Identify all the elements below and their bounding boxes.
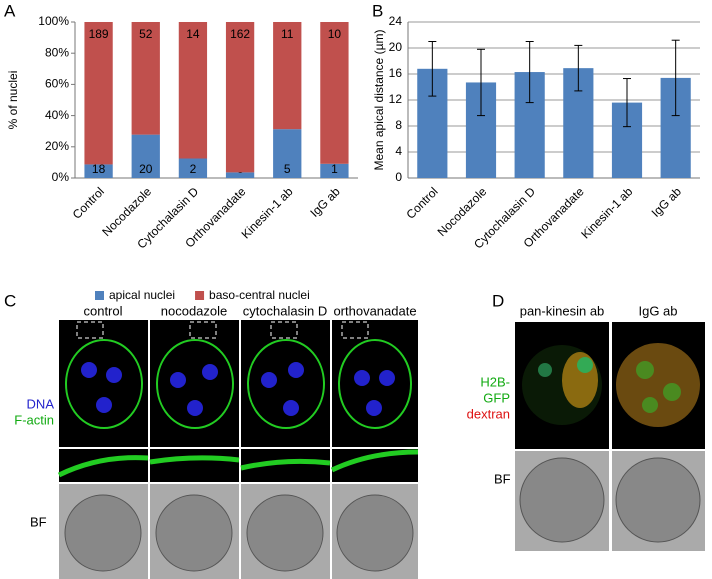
count-label: 162 [230,27,250,41]
y-axis-label: Mean apical distance (µm) [372,30,386,171]
y-tick-label: 0% [52,170,70,184]
bar [273,129,302,178]
x-tick-label: Kinesin-1 ab [578,184,635,241]
column-label: pan-kinesin ab [520,303,605,318]
legend-label: apical nuclei [109,288,175,302]
y-tick-label: 24 [389,14,403,28]
bar [273,22,302,130]
bar [225,172,255,178]
count-label: 11 [281,27,294,41]
row-label: DNA [27,396,55,411]
legend-swatch [195,291,205,300]
row-label: GFP [483,390,510,405]
row-label: dextran [467,406,510,421]
count-label: 189 [89,27,109,41]
count-label: 1 [331,162,338,176]
y-tick-label: 20% [45,139,69,153]
y-tick-label: 100% [38,14,69,28]
y-tick-label: 12 [389,92,403,106]
y-tick-label: 60% [45,77,69,91]
bar [178,22,208,159]
panel-letter: D [492,291,504,310]
panel-letter: A [4,1,16,20]
y-tick-label: 40% [45,108,69,122]
bar [320,22,349,164]
x-tick-label: Control [403,184,440,221]
y-tick-label: 80% [45,45,69,59]
x-tick-label: Control [70,184,107,221]
micrograph-grid [515,322,705,551]
y-axis-label: % of nuclei [6,71,20,130]
count-label: 20 [139,162,153,176]
count-label: 52 [139,27,153,41]
x-tick-label: IgG ab [649,184,685,220]
y-tick-label: 8 [395,118,402,132]
count-label: 18 [92,162,106,176]
legend-swatch [95,291,104,300]
row-label: F-actin [14,412,54,427]
y-tick-label: 20 [389,40,403,54]
bar [131,22,160,135]
bar [178,158,208,178]
column-label: control [83,303,122,318]
y-tick-label: 4 [395,144,402,158]
column-label: cytochalasin D [243,303,328,318]
column-label: orthovanadate [333,303,416,318]
count-label: 10 [328,27,342,41]
count-label: 2 [190,162,197,176]
panel-letter: C [4,291,16,310]
bar [225,22,255,173]
bar [320,163,349,178]
y-tick-label: 16 [389,66,403,80]
row-label: H2B- [480,374,510,389]
row-label: BF [494,471,511,486]
panel-letter: B [372,1,383,20]
row-label: BF [30,514,47,529]
count-label: 14 [186,27,200,41]
micrograph-grid [57,320,419,579]
x-tick-label: Kinesin-1 ab [239,184,296,241]
y-tick-label: 0 [395,170,402,184]
column-label: IgG ab [638,303,677,318]
x-tick-label: IgG ab [307,184,343,220]
legend-label: baso-central nuclei [209,288,310,302]
bar [84,164,113,178]
bar [84,22,113,165]
count-label: 5 [284,162,291,176]
bar [131,134,160,178]
column-label: nocodazole [161,303,228,318]
